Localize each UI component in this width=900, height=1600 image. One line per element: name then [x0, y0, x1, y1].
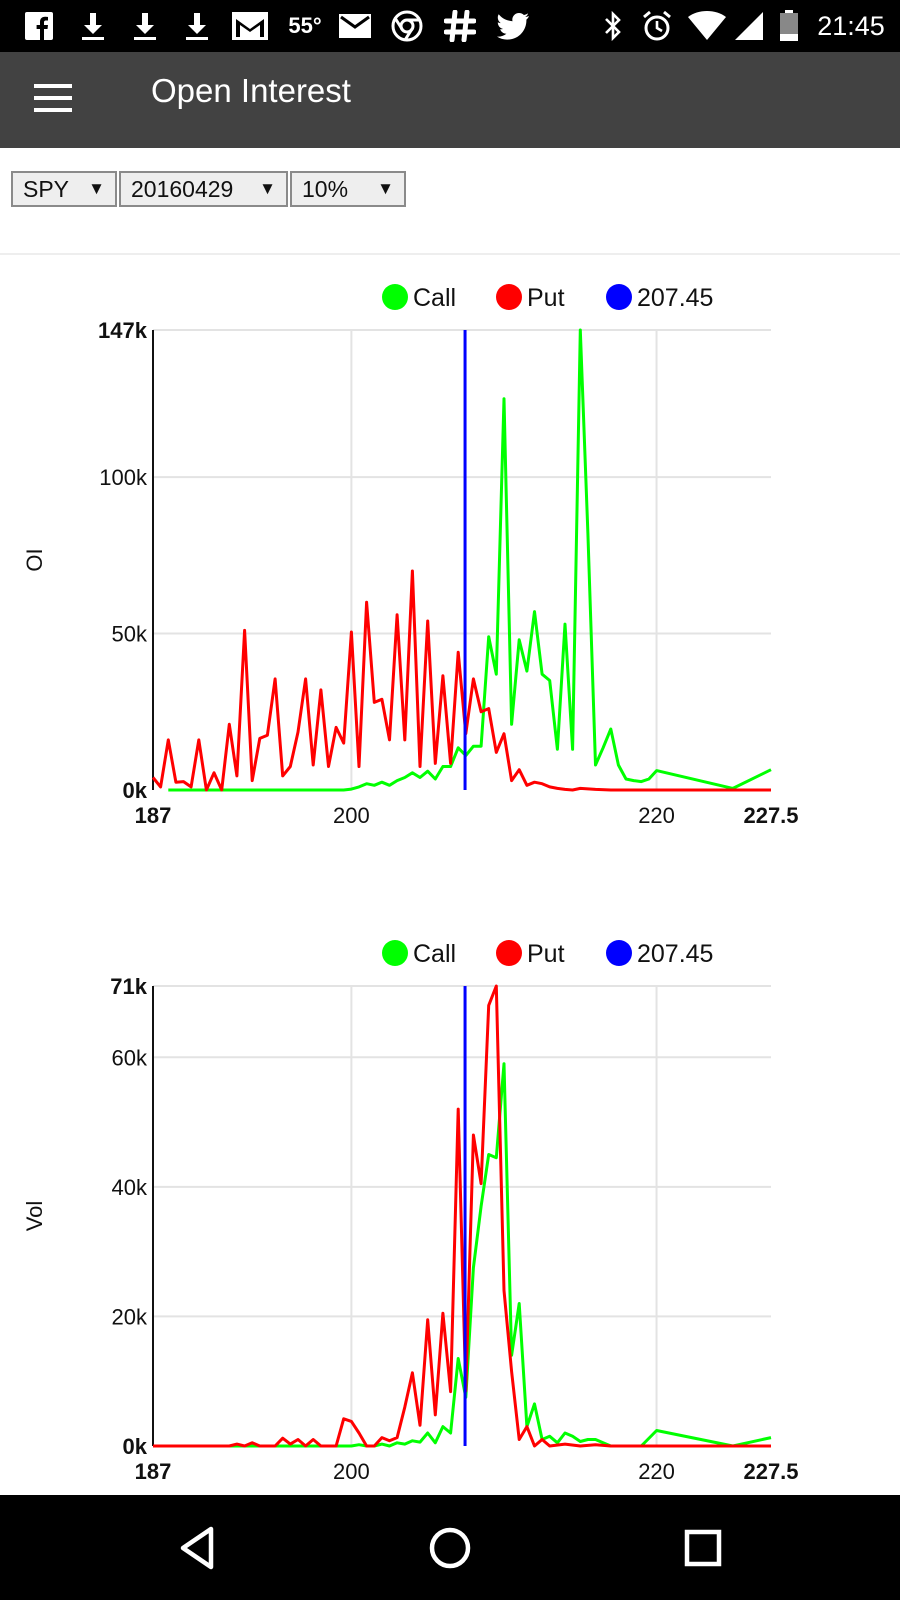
x-tick-label: 200 — [333, 803, 370, 828]
page-title: Open Interest — [151, 72, 351, 109]
put-series-line — [151, 569, 771, 792]
expiry-select[interactable]: 20160429 ▼ — [119, 171, 288, 207]
y-tick-label: 20k — [112, 1304, 148, 1329]
bluetooth-icon — [600, 10, 626, 42]
y-tick-label: 71k — [110, 974, 147, 999]
temperature-text: 55° — [288, 13, 322, 38]
hamburger-menu-icon[interactable] — [34, 84, 72, 114]
legend-swatch-price — [606, 284, 632, 310]
y-tick-label: 0k — [123, 778, 148, 803]
x-tick-label: 227.5 — [743, 803, 798, 828]
y-tick-label: 60k — [112, 1045, 148, 1070]
chrome-icon — [390, 10, 424, 42]
home-circle-icon — [429, 1527, 471, 1569]
status-bar: 55° 21:45 — [0, 0, 900, 52]
download-icon — [130, 10, 160, 42]
clock-time: 21:45 — [817, 10, 885, 41]
slack-icon — [442, 10, 478, 42]
y-tick-label: 100k — [99, 465, 148, 490]
legend-item-call[interactable]: Call — [382, 284, 456, 312]
legend-label-put: Put — [527, 284, 565, 312]
legend-label-price: 207.45 — [637, 284, 713, 312]
y-axis-label: OI — [22, 548, 47, 571]
gmail-icon — [230, 10, 270, 42]
dropdown-arrow-icon: ▼ — [259, 179, 276, 198]
legend-label-call: Call — [413, 940, 456, 968]
legend-label-call: Call — [413, 284, 456, 312]
x-tick-label: 200 — [333, 1459, 370, 1484]
range-select-value: 10% — [302, 175, 349, 202]
legend-item-put[interactable]: Put — [496, 284, 565, 312]
oi-chart: 0k 50k 100k 147k 187 200 220 227.5 OI Call Put 207.… — [0, 270, 900, 840]
legend-item-put[interactable]: Put — [496, 940, 565, 968]
app-bar: Open Interest — [0, 52, 900, 148]
x-tick-label: 187 — [135, 1459, 172, 1484]
facebook-icon — [24, 10, 54, 42]
call-series-line — [168, 328, 772, 792]
x-tick-label: 187 — [135, 803, 172, 828]
divider — [0, 253, 900, 255]
y-axis-label: Vol — [22, 1201, 47, 1232]
y-tick-label: 0k — [123, 1434, 148, 1459]
wifi-icon — [686, 10, 728, 42]
recents-square-icon — [684, 1529, 722, 1567]
dropdown-arrow-icon: ▼ — [377, 179, 394, 198]
legend-item-call[interactable]: Call — [382, 940, 456, 968]
legend-item-price[interactable]: 207.45 — [606, 940, 713, 968]
dropdown-arrow-icon: ▼ — [88, 179, 105, 198]
legend-swatch-price — [606, 940, 632, 966]
x-tick-label: 227.5 — [743, 1459, 798, 1484]
alarm-icon — [640, 10, 674, 42]
expiry-select-value: 20160429 — [131, 175, 234, 202]
put-series-line — [153, 984, 771, 1448]
symbol-select[interactable]: SPY ▼ — [11, 171, 117, 207]
legend-swatch-call — [382, 284, 408, 310]
twitter-icon — [495, 10, 531, 42]
mail-icon — [338, 10, 372, 42]
legend-label-put: Put — [527, 940, 565, 968]
volume-chart-svg: 0k 20k 40k 60k 71k 187 200 220 227.5 Vol Call Put 20… — [22, 940, 799, 1484]
home-button[interactable] — [425, 1523, 475, 1573]
y-tick-label: 40k — [112, 1175, 148, 1200]
battery-icon — [777, 10, 801, 42]
back-button[interactable] — [173, 1523, 223, 1573]
recents-button[interactable] — [678, 1523, 728, 1573]
navigation-bar — [0, 1495, 900, 1600]
y-tick-label: 50k — [112, 622, 148, 647]
x-tick-label: 220 — [638, 803, 675, 828]
download-icon — [78, 10, 108, 42]
x-tick-label: 220 — [638, 1459, 675, 1484]
back-triangle-icon — [180, 1526, 214, 1570]
signal-icon — [733, 10, 765, 42]
legend-swatch-put — [496, 284, 522, 310]
symbol-select-value: SPY — [23, 175, 70, 202]
range-select[interactable]: 10% ▼ — [290, 171, 406, 207]
oi-chart-svg: 0k 50k 100k 147k 187 200 220 227.5 OI Call Put 207.… — [22, 284, 799, 828]
y-tick-label: 147k — [98, 318, 148, 343]
filter-row: SPY ▼ 20160429 ▼ 10% ▼ — [11, 171, 406, 207]
legend-swatch-call — [382, 940, 408, 966]
legend-swatch-put — [496, 940, 522, 966]
volume-chart: 0k 20k 40k 60k 71k 187 200 220 227.5 Vol Call Put 20… — [0, 926, 900, 1496]
legend-item-price[interactable]: 207.45 — [606, 284, 713, 312]
download-icon — [182, 10, 212, 42]
legend-label-price: 207.45 — [637, 940, 713, 968]
